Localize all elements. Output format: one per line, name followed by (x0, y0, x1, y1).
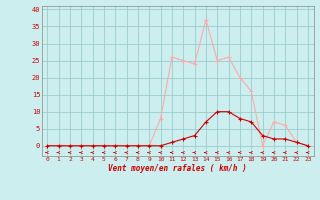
X-axis label: Vent moyen/en rafales ( km/h ): Vent moyen/en rafales ( km/h ) (108, 164, 247, 173)
